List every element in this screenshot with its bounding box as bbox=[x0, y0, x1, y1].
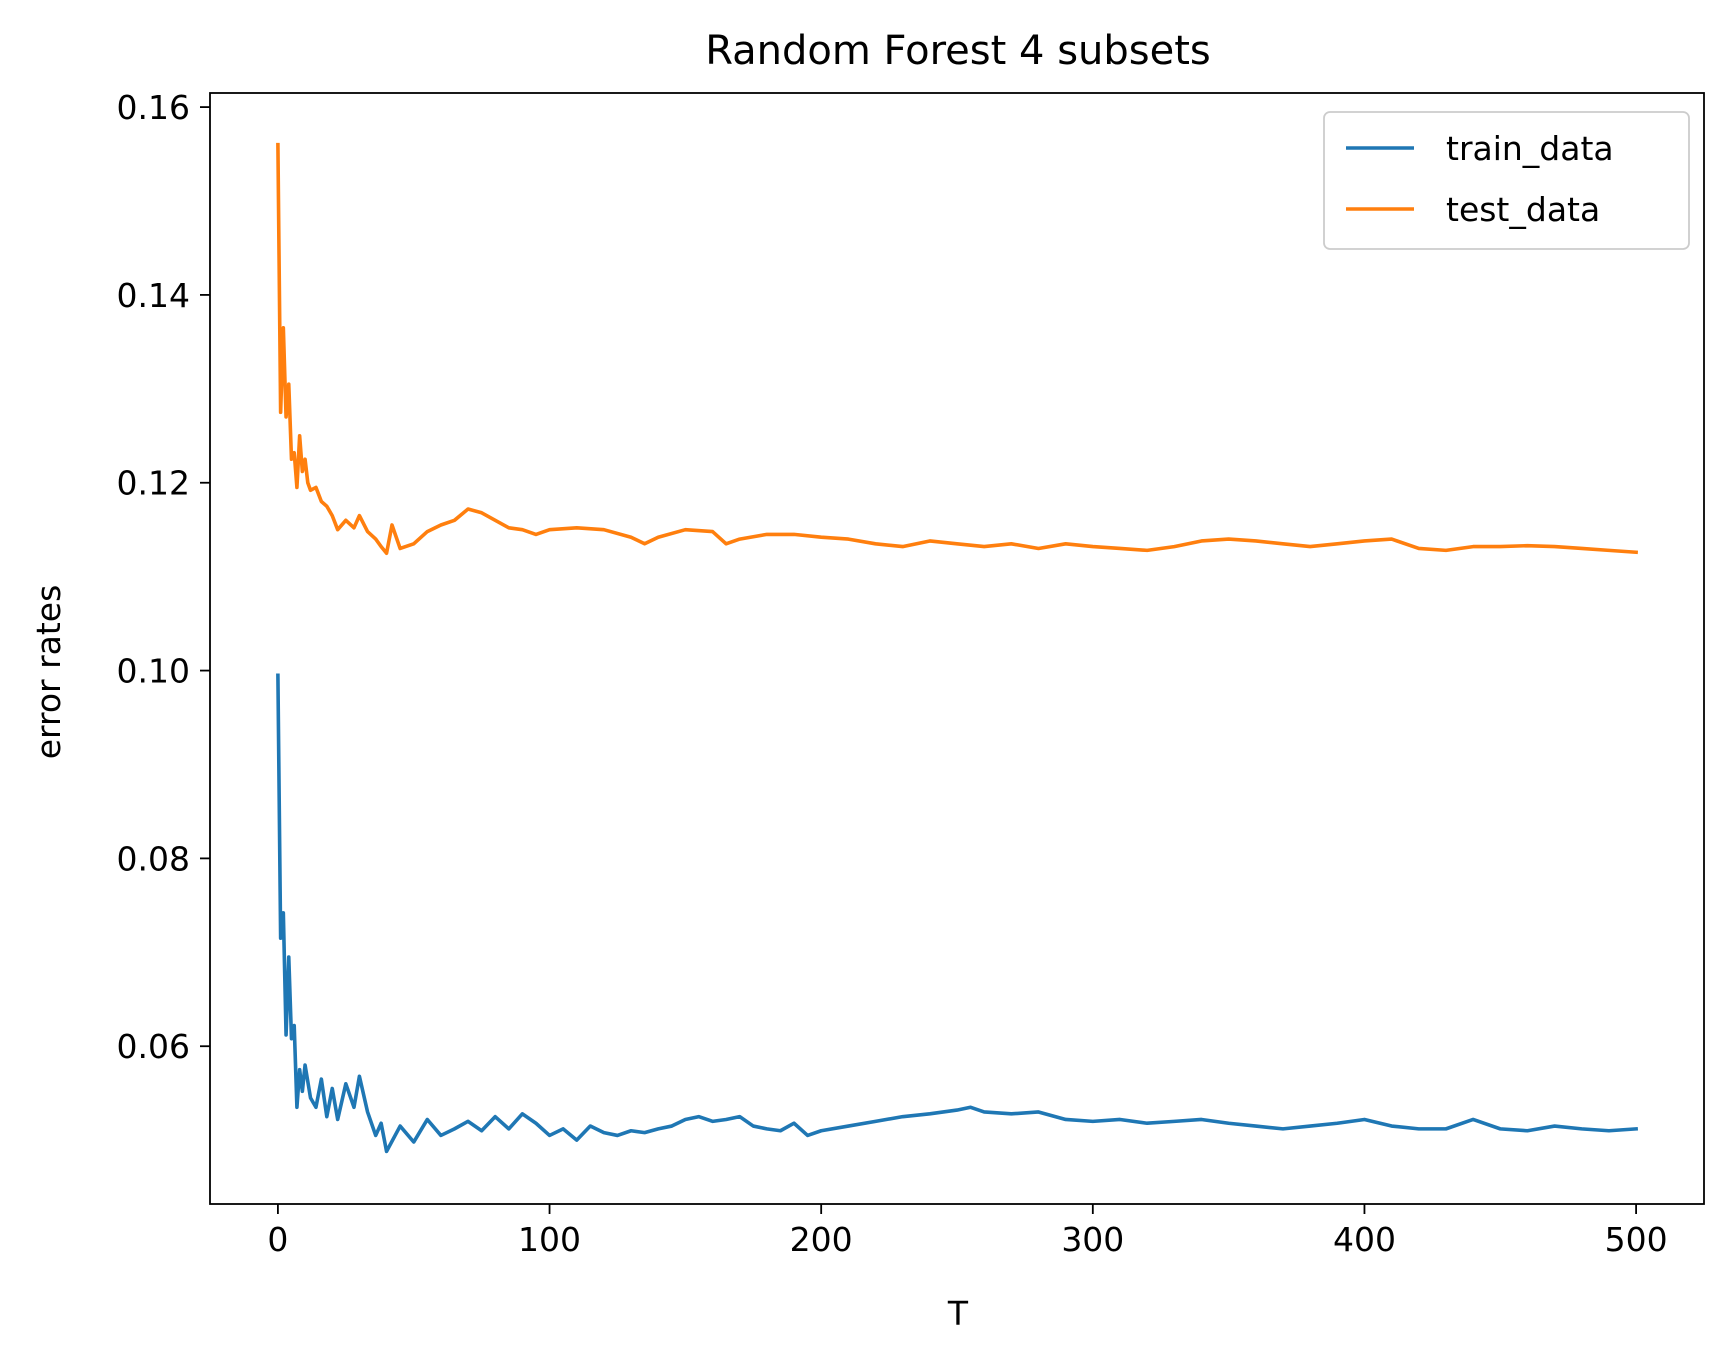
y-axis-label: error rates bbox=[29, 585, 68, 760]
series-line-test-data bbox=[276, 142, 1639, 555]
axes: 0 100 200 300 400 500 0.06 0.08 0.10 0.12 0.14 0.16 bbox=[117, 88, 1705, 1259]
y-tick-label: 0.16 bbox=[117, 88, 190, 127]
y-tick-label: 0.14 bbox=[117, 276, 190, 315]
y-tick-label: 0.12 bbox=[117, 464, 190, 503]
legend-label-test-data: test_data bbox=[1446, 190, 1600, 229]
legend-box bbox=[1323, 111, 1690, 250]
series-line-train-data bbox=[276, 673, 1639, 1154]
x-tick-label: 200 bbox=[790, 1220, 853, 1259]
x-tick-label: 300 bbox=[1061, 1220, 1124, 1259]
y-tick-label: 0.10 bbox=[117, 652, 190, 691]
y-tick-label: 0.08 bbox=[117, 839, 190, 878]
plot-frame bbox=[209, 92, 1705, 1205]
x-axis-label: T bbox=[947, 1294, 969, 1333]
plot-area bbox=[276, 142, 1639, 1154]
x-tick-label: 500 bbox=[1605, 1220, 1668, 1259]
x-tick-label: 0 bbox=[267, 1220, 288, 1259]
legend: train_data test_data bbox=[1323, 111, 1690, 250]
x-tick-label: 100 bbox=[518, 1220, 581, 1259]
y-tick-label: 0.06 bbox=[117, 1027, 190, 1066]
legend-label-train-data: train_data bbox=[1446, 129, 1614, 168]
x-tick-label: 400 bbox=[1333, 1220, 1396, 1259]
chart-title: Random Forest 4 subsets bbox=[705, 28, 1211, 74]
